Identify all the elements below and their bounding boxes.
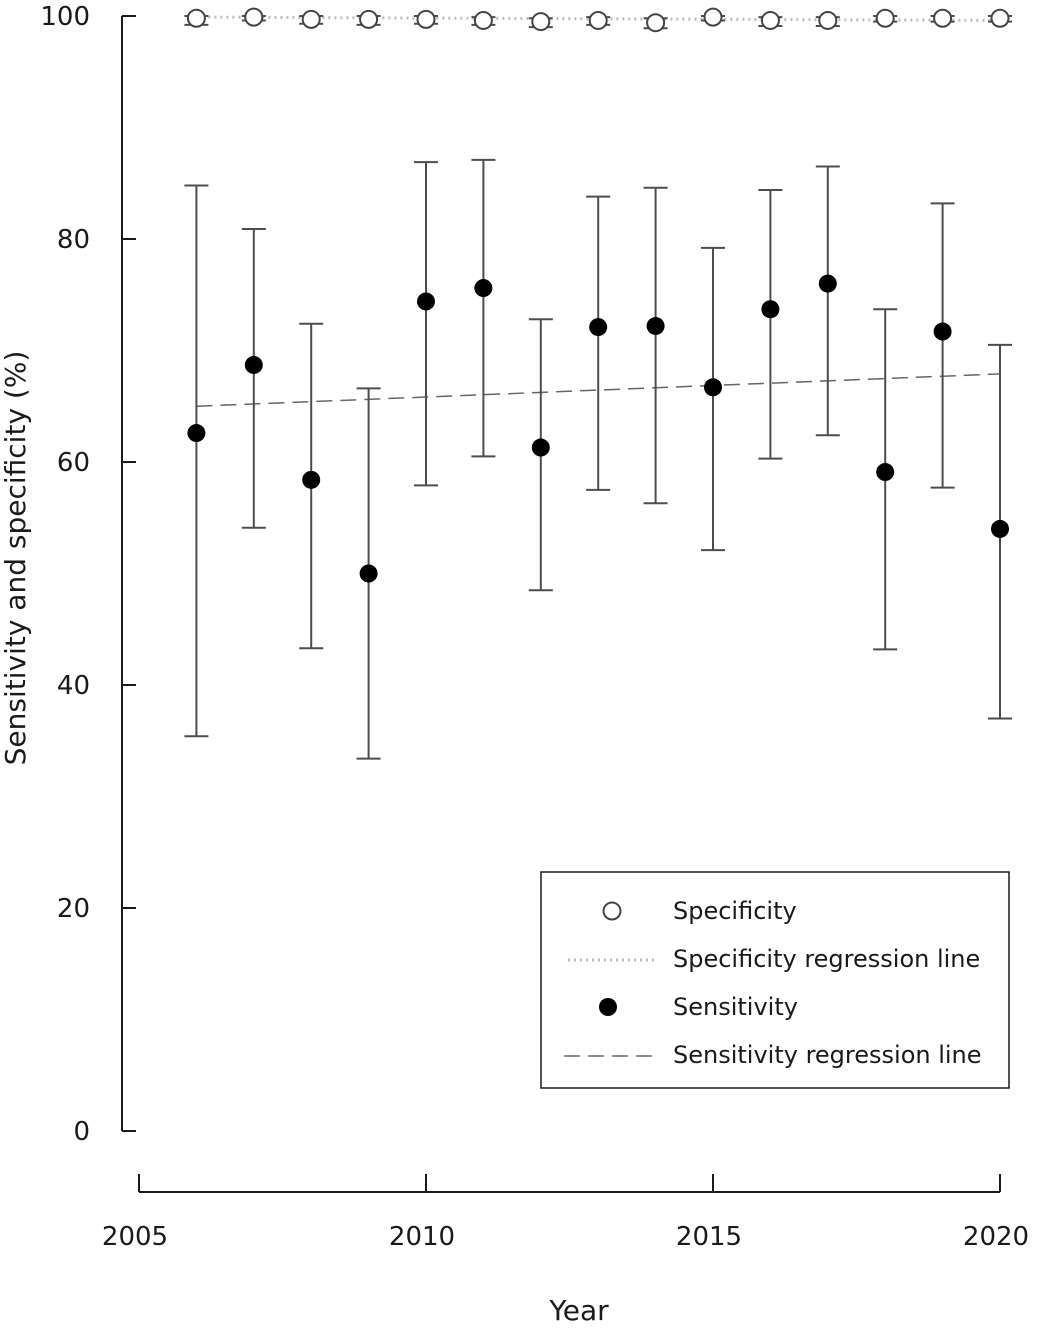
specificity-point	[760, 10, 780, 30]
x-tick-label: 2010	[389, 1222, 455, 1252]
sensitivity-point	[933, 322, 952, 341]
specificity-point	[473, 10, 493, 30]
sensitivity-point	[187, 424, 206, 443]
specificity-point	[416, 9, 436, 29]
y-tick-label: 80	[57, 225, 90, 255]
specificity-point	[301, 9, 321, 29]
legend-sensitivity-label: Sensitivity	[673, 993, 798, 1021]
y-tick-label: 100	[40, 2, 90, 32]
specificity-point	[186, 8, 206, 28]
sensitivity-point	[761, 300, 780, 319]
y-axis: 0 20 40 60 80 100	[40, 2, 136, 1147]
sensitivity-point	[302, 470, 321, 489]
sensitivity-point	[704, 378, 722, 397]
specificity-point	[990, 8, 1010, 28]
x-tick-label: 2015	[676, 1222, 742, 1252]
data-points	[186, 7, 1010, 583]
y-tick-label: 0	[73, 1117, 90, 1147]
legend-specificity-regression-label: Specificity regression line	[673, 945, 980, 973]
specificity-point	[703, 7, 723, 27]
sensitivity-point	[818, 274, 837, 293]
y-tick-label: 40	[57, 671, 90, 701]
x-tick-label: 2020	[963, 1222, 1029, 1252]
legend-specificity-marker	[602, 901, 622, 921]
x-axis-title: Year	[548, 1294, 609, 1327]
specificity-point	[818, 10, 838, 30]
legend-sensitivity-marker	[599, 998, 617, 1016]
sensitivity-regression-line	[196, 373, 1001, 407]
specificity-point	[875, 8, 895, 28]
sensitivity-point	[646, 316, 665, 335]
regression-lines	[196, 15, 1001, 407]
specificity-point	[933, 8, 953, 28]
sensitivity-point	[589, 318, 608, 337]
sensitivity-point	[991, 519, 1009, 538]
error-bars	[184, 15, 1012, 760]
legend-specificity-label: Specificity	[673, 897, 797, 925]
legend-sensitivity-regression-label: Sensitivity regression line	[673, 1041, 982, 1069]
x-axis: 2005 2010 2015 2020	[102, 1174, 1029, 1252]
specificity-point	[244, 7, 264, 27]
sensitivity-point	[474, 279, 493, 298]
sensitivity-point	[417, 292, 435, 311]
sensitivity-point	[531, 438, 550, 457]
y-tick-label: 20	[57, 894, 90, 924]
x-tick-label: 2005	[102, 1222, 168, 1252]
specificity-point	[359, 9, 379, 29]
legend: Specificity Specificity regression line …	[540, 871, 1010, 1089]
y-tick-label: 60	[57, 448, 90, 478]
specificity-point	[531, 12, 551, 32]
y-axis-title: Sensitivity and specificity (%)	[0, 351, 32, 766]
sensitivity-point	[876, 463, 895, 482]
sensitivity-point	[359, 564, 378, 583]
sensitivity-point	[244, 355, 263, 374]
specificity-point	[588, 10, 608, 30]
specificity-point	[646, 13, 666, 33]
specificity-regression-line	[196, 15, 1001, 22]
